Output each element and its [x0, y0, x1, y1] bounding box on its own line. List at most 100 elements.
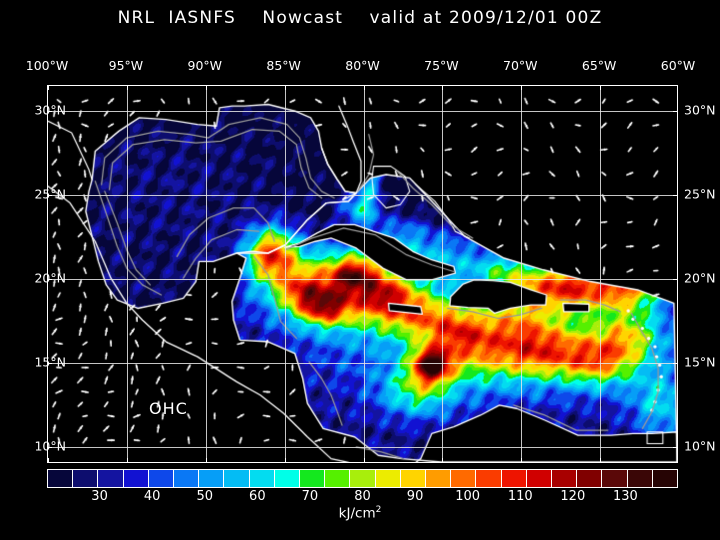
- lat-tick-mark: [48, 447, 52, 449]
- lat-tick-label-15n-left: 15°N: [34, 354, 66, 370]
- graticule-parallel: [48, 363, 677, 365]
- colorbar-swatch-0: [48, 470, 74, 487]
- unit-exponent: 2: [375, 505, 382, 515]
- lon-tick-mark: [521, 86, 523, 90]
- map-plot-area[interactable]: OHC: [47, 85, 678, 463]
- colorbar-swatch-9: [274, 470, 301, 487]
- colorbar-swatch-5: [174, 470, 200, 487]
- lon-tick-label-80w: 80°W: [345, 58, 380, 73]
- lat-tick-mark: [48, 363, 52, 365]
- colorbar-tick-50: 50: [196, 489, 214, 504]
- lon-tick-mark: [126, 458, 128, 462]
- lon-tick-mark: [442, 86, 444, 90]
- lat-tick-label-25n-right: 25°N: [684, 186, 716, 202]
- colorbar-tick-120: 120: [560, 489, 586, 504]
- colorbar-swatch-24: [652, 470, 678, 487]
- lon-tick-mark: [48, 86, 49, 90]
- colorbar-tick-labels: 30 40 50 60 70 80 90 100 110 120 130: [47, 489, 678, 505]
- lon-tick-mark: [284, 458, 286, 462]
- lat-tick-mark: [48, 111, 52, 113]
- colorbar-tick-30: 30: [91, 489, 108, 504]
- lon-tick-label-75w: 75°W: [424, 58, 459, 73]
- colorbar-swatch-17: [476, 470, 502, 487]
- lat-tick-label-20n-right: 20°N: [684, 270, 716, 286]
- figure-title: NRL IASNFS Nowcast valid at 2009/12/01 0…: [117, 8, 603, 28]
- lat-tick-mark: [48, 195, 52, 197]
- lat-tick-mark: [673, 195, 677, 197]
- lat-tick-mark: [673, 447, 677, 449]
- lon-tick-mark: [205, 86, 207, 90]
- colorbar-swatch-3: [123, 470, 149, 487]
- colorbar-tick-60: 60: [249, 489, 266, 504]
- colorbar-swatch-10: [300, 470, 326, 487]
- ohc-raster-layer: [48, 86, 677, 462]
- graticule-parallel: [48, 111, 677, 113]
- colorbar-swatch-12: [350, 470, 376, 487]
- colorbar-swatch-21: [577, 470, 603, 487]
- lat-tick-mark: [673, 363, 677, 365]
- colorbar-swatch-19: [526, 470, 553, 487]
- colorbar-swatch-20: [552, 470, 578, 487]
- graticule-parallel: [48, 195, 677, 197]
- colorbar-swatch-16: [451, 470, 477, 487]
- lon-tick-mark: [600, 458, 602, 462]
- colorbar-swatch-11: [325, 470, 351, 487]
- colorbar-tick-70: 70: [301, 489, 319, 504]
- graticule-meridian: [284, 86, 286, 462]
- colorbar-swatch-8: [249, 470, 275, 487]
- colorbar-swatch-22: [602, 470, 628, 487]
- lon-tick-mark: [126, 86, 128, 90]
- colorbar-swatch-4: [148, 470, 175, 487]
- graticule-meridian: [600, 86, 602, 462]
- graticule-meridian: [126, 86, 128, 462]
- lon-tick-label-65w: 65°W: [581, 58, 617, 73]
- colorbar-swatch-18: [501, 470, 527, 487]
- colorbar-unit-label: kJ/cm2: [338, 505, 382, 522]
- graticule-parallel: [48, 447, 677, 449]
- colorbar-tick-130: 130: [612, 489, 638, 504]
- colorbar-swatch-1: [73, 470, 99, 487]
- lat-tick-mark: [48, 279, 52, 281]
- lon-tick-mark: [284, 86, 286, 90]
- colorbar: [47, 469, 678, 488]
- lat-tick-label-20n-left: 20°N: [34, 270, 66, 286]
- colorbar-tick-110: 110: [507, 489, 533, 504]
- colorbar-swatch-7: [224, 470, 250, 487]
- lon-tick-mark: [600, 86, 602, 90]
- colorbar-swatch-2: [98, 470, 124, 487]
- lon-tick-label-90w: 90°W: [187, 58, 223, 73]
- ohc-annotation-label: OHC: [149, 399, 188, 418]
- lon-tick-mark: [442, 458, 444, 462]
- ohc-heatmap-canvas: [48, 86, 677, 462]
- lon-tick-mark: [521, 458, 523, 462]
- graticule-parallel: [48, 279, 677, 281]
- colorbar-swatch-23: [627, 470, 653, 487]
- lon-tick-mark: [363, 86, 365, 90]
- colorbar-tick-90: 90: [406, 489, 424, 504]
- colorbar-swatch-14: [400, 470, 427, 487]
- lat-tick-mark: [673, 111, 677, 113]
- colorbar-tick-80: 80: [354, 489, 371, 504]
- lat-tick-label-10n-left: 10°N: [34, 438, 66, 454]
- lon-tick-label-85w: 85°W: [266, 58, 301, 73]
- lon-tick-mark: [205, 458, 207, 462]
- lon-tick-label-95w: 95°W: [108, 58, 144, 73]
- lon-tick-mark: [363, 458, 365, 462]
- lon-tick-label-60w: 60°W: [660, 58, 696, 73]
- lat-tick-label-15n-right: 15°N: [684, 354, 716, 370]
- lon-tick-mark: [48, 458, 49, 462]
- lat-tick-label-10n-right: 10°N: [684, 438, 716, 454]
- colorbar-tick-100: 100: [455, 489, 481, 504]
- lat-tick-label-30n-left: 30°N: [34, 102, 66, 118]
- lon-tick-label-70w: 70°W: [502, 58, 538, 73]
- graticule-meridian: [363, 86, 365, 462]
- colorbar-tick-40: 40: [143, 489, 161, 504]
- lat-tick-label-25n-left: 25°N: [34, 186, 66, 202]
- lat-tick-label-30n-right: 30°N: [684, 102, 716, 118]
- colorbar-swatch-15: [426, 470, 452, 487]
- colorbar-swatch-13: [375, 470, 401, 487]
- lat-tick-mark: [673, 279, 677, 281]
- lon-tick-label-100w: 100°W: [25, 58, 69, 73]
- graticule-meridian: [521, 86, 523, 462]
